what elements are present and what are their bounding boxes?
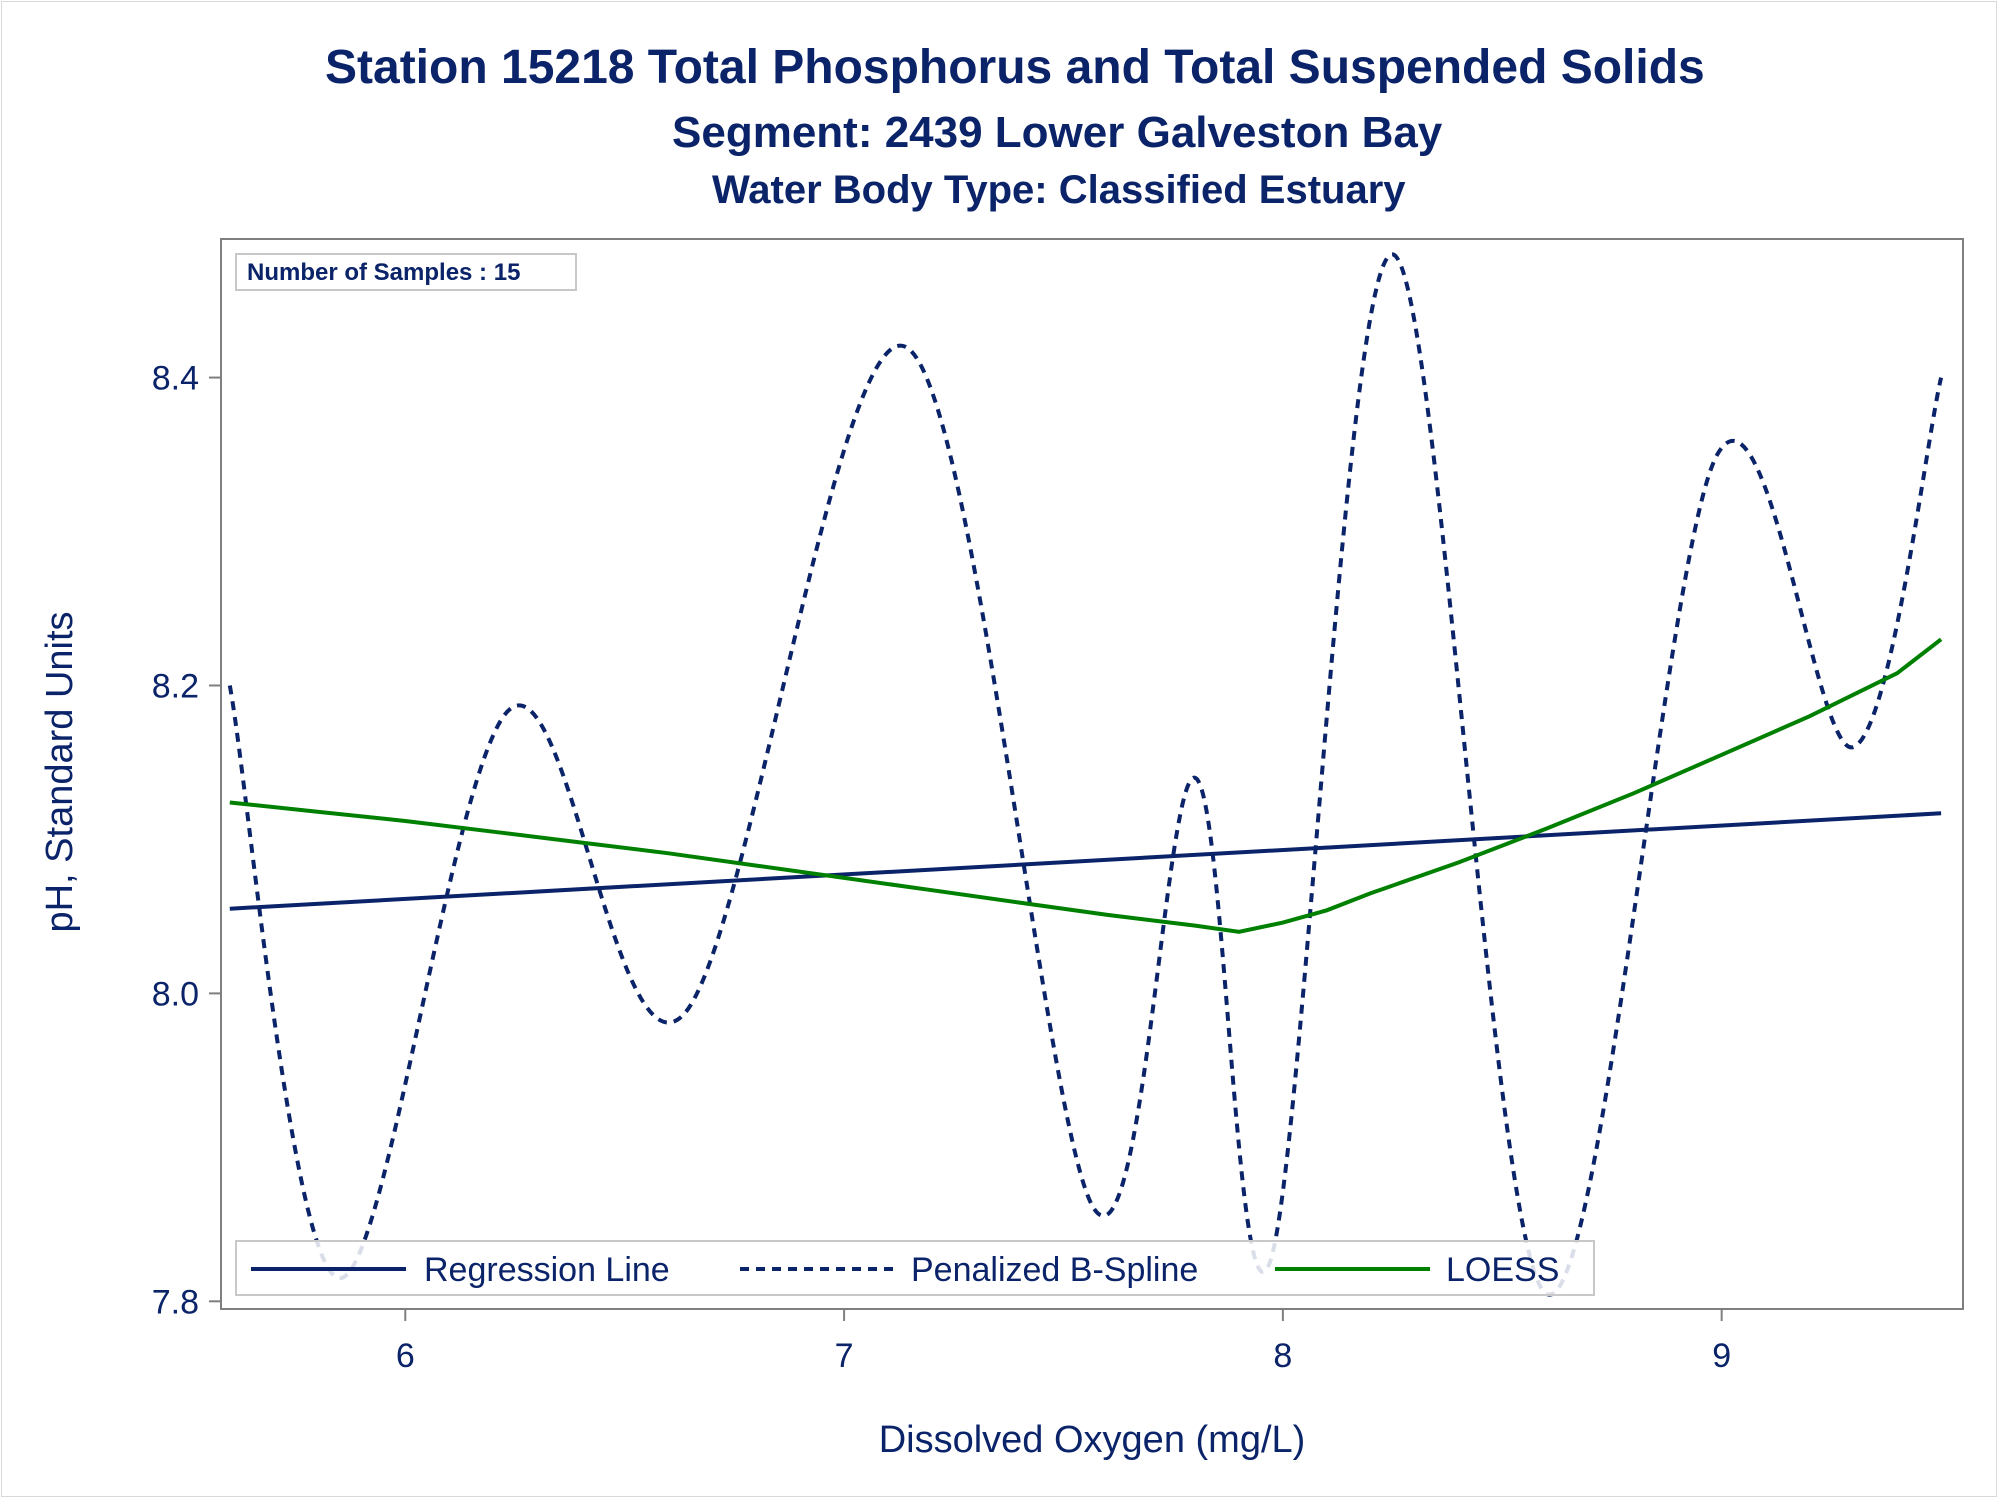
y-tick-label: 7.8 — [152, 1283, 199, 1321]
legend-label: Regression Line — [424, 1251, 670, 1289]
legend: Regression Line Penalized B-Spline LOESS — [235, 1240, 1595, 1296]
loess-line — [229, 637, 1943, 934]
x-tick-label: 7 — [835, 1337, 854, 1375]
chart-subtitle-2: Water Body Type: Classified Estuary — [712, 168, 1406, 212]
chart-title: Station 15218 Total Phosphorus and Total… — [325, 41, 1705, 94]
y-axis-label: pH, Standard Units — [39, 611, 81, 932]
inset-box: Number of Samples : 15 — [235, 253, 577, 291]
y-tick-label: 8.0 — [152, 975, 199, 1013]
regression-line — [229, 811, 1942, 911]
x-tick-label: 9 — [1712, 1337, 1731, 1375]
x-axis-label: Dissolved Oxygen (mg/L) — [879, 1419, 1306, 1461]
y-tick-label: 8.4 — [152, 360, 199, 398]
y-tick-label: 8.2 — [152, 667, 199, 705]
plot-area — [220, 238, 1964, 1310]
penalized-bspline-line — [227, 252, 1944, 1297]
x-tick-label: 6 — [396, 1337, 415, 1375]
legend-label: Penalized B-Spline — [911, 1251, 1198, 1289]
x-tick-label: 8 — [1273, 1337, 1292, 1375]
sample-count-label: Number of Samples : 15 — [247, 259, 520, 286]
chart-subtitle: Segment: 2439 Lower Galveston Bay — [672, 108, 1443, 157]
legend-label: LOESS — [1446, 1251, 1559, 1289]
